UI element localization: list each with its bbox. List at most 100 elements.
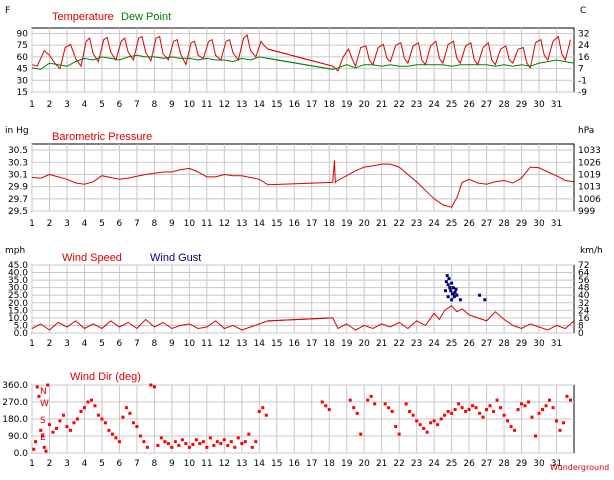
temperature-x-labels: 1 2 3 4 5 6 7 8 9 10 11 12 13 14 15 16 17 18 19 20 21 22 23 24 2… bbox=[29, 100, 562, 110]
x-tick-label: 17 bbox=[306, 219, 317, 229]
wind-dir-point bbox=[177, 443, 181, 447]
wind-gust-legend-label: Wind Gust bbox=[150, 252, 201, 264]
wind-dir-point bbox=[89, 398, 93, 402]
x-tick-label: 27 bbox=[481, 339, 492, 349]
wind-dir-point bbox=[324, 404, 328, 408]
x-tick-label: 9 bbox=[169, 339, 175, 349]
dew-gap-line bbox=[267, 57, 333, 70]
temperature-left-unit: F bbox=[5, 6, 10, 16]
wind-dir-point bbox=[96, 413, 100, 417]
wind-dir-point bbox=[499, 406, 503, 410]
x-tick-label: 25 bbox=[446, 100, 457, 110]
x-tick-label: 28 bbox=[498, 339, 510, 349]
wind-dir-point bbox=[215, 440, 219, 444]
wind-speed-left-unit: mph bbox=[5, 246, 25, 256]
wind-dir-point bbox=[75, 417, 79, 421]
wind-dir-point bbox=[65, 425, 69, 429]
wind-dir-point bbox=[149, 383, 153, 387]
x-tick-label: 30 bbox=[533, 339, 545, 349]
right-tick-label: 24 bbox=[578, 306, 590, 316]
wind-dir-point bbox=[131, 421, 135, 425]
temperature-legend-label: Temperature bbox=[52, 11, 114, 23]
wind-dir-point bbox=[383, 402, 387, 406]
wind-gust-point bbox=[478, 293, 482, 297]
wind-dir-point bbox=[502, 413, 506, 417]
x-tick-label: 24 bbox=[428, 339, 440, 349]
temperature-gridlines bbox=[31, 28, 574, 93]
wind-dir-point bbox=[82, 406, 86, 410]
wind-gust-point bbox=[444, 280, 448, 284]
left-tick-label: 30.5 bbox=[8, 146, 28, 156]
wind-dir-point bbox=[138, 434, 142, 438]
wind-dir-point bbox=[110, 432, 114, 436]
x-tick-label: 7 bbox=[134, 219, 140, 229]
right-tick-label: 16 bbox=[578, 53, 590, 63]
pressure-left-unit: in Hg bbox=[5, 126, 29, 136]
wind-dir-point bbox=[471, 404, 475, 408]
wind-dir-point bbox=[453, 408, 457, 412]
wind-dir-point bbox=[394, 425, 398, 429]
wind-dir-point bbox=[495, 398, 499, 402]
wind-gust-point bbox=[483, 298, 487, 302]
x-tick-label: 14 bbox=[254, 459, 266, 469]
x-tick-label: 5 bbox=[99, 459, 105, 469]
wind-dir-point bbox=[226, 443, 230, 447]
wind-dir-point bbox=[117, 440, 121, 444]
x-tick-label: 21 bbox=[376, 339, 387, 349]
x-tick-label: 23 bbox=[411, 339, 422, 349]
wind-dir-point bbox=[58, 419, 62, 423]
temperature-right-ticks: 32 24 16 7-1 -9 bbox=[578, 29, 590, 98]
watermark: Wunderground bbox=[550, 463, 609, 472]
wind-dir-point bbox=[170, 445, 174, 449]
x-tick-label: 15 bbox=[271, 100, 282, 110]
wind-dir-point bbox=[436, 423, 440, 427]
x-tick-label: 14 bbox=[254, 100, 266, 110]
wind-dir-point bbox=[411, 413, 415, 417]
wind-dir-left-ticks: 360.0 270.0 180.0 90.0 0.0 bbox=[2, 381, 28, 459]
x-tick-label: 18 bbox=[323, 100, 335, 110]
wind-dir-point bbox=[219, 442, 223, 446]
right-tick-label: 72 bbox=[578, 261, 589, 271]
left-tick-label: 30.1 bbox=[8, 170, 28, 180]
wind-dir-point bbox=[46, 383, 50, 387]
x-tick-label: 25 bbox=[446, 459, 457, 469]
wind-dir-point bbox=[47, 423, 51, 427]
x-tick-label: 21 bbox=[376, 100, 387, 110]
x-tick-label: 7 bbox=[134, 100, 140, 110]
wind-dir-point bbox=[40, 434, 44, 438]
wind-dir-point bbox=[530, 415, 534, 419]
x-tick-label: 18 bbox=[323, 339, 335, 349]
x-tick-label: 8 bbox=[152, 339, 158, 349]
wind-dir-point bbox=[86, 400, 90, 404]
wind-dir-point bbox=[142, 440, 146, 444]
x-tick-label: 26 bbox=[463, 100, 475, 110]
wind-dir-point bbox=[485, 408, 489, 412]
wind-dir-point bbox=[352, 406, 356, 410]
x-tick-label: 23 bbox=[411, 459, 422, 469]
wind-speed-line bbox=[31, 305, 575, 331]
wind-dir-point bbox=[243, 440, 247, 444]
left-tick-label: 270.0 bbox=[2, 398, 28, 408]
pressure-plot-area bbox=[31, 143, 575, 212]
temperature-gap-line bbox=[267, 48, 333, 67]
x-tick-label: 15 bbox=[271, 459, 282, 469]
wind-dir-point bbox=[173, 440, 177, 444]
x-tick-label: 17 bbox=[306, 459, 317, 469]
dew-point-legend-label: Dew Point bbox=[121, 11, 171, 23]
right-tick-label: 24 bbox=[578, 41, 590, 51]
wind-dir-point bbox=[236, 436, 240, 440]
pressure-right-unit: hPa bbox=[578, 126, 594, 136]
x-tick-label: 16 bbox=[289, 339, 301, 349]
x-tick-label: 27 bbox=[481, 459, 492, 469]
left-tick-label: 90.0 bbox=[8, 432, 28, 442]
wind-dir-point bbox=[212, 443, 216, 447]
x-tick-label: 5 bbox=[99, 219, 105, 229]
x-tick-label: 3 bbox=[64, 219, 70, 229]
wind-gust-point bbox=[450, 281, 454, 285]
wind-dir-point bbox=[79, 409, 83, 413]
x-tick-label: 9 bbox=[169, 100, 175, 110]
wind-dir-point bbox=[128, 411, 132, 415]
x-tick-label: 25 bbox=[446, 339, 457, 349]
wind-dir-point bbox=[233, 445, 237, 449]
x-tick-label: 6 bbox=[117, 219, 123, 229]
